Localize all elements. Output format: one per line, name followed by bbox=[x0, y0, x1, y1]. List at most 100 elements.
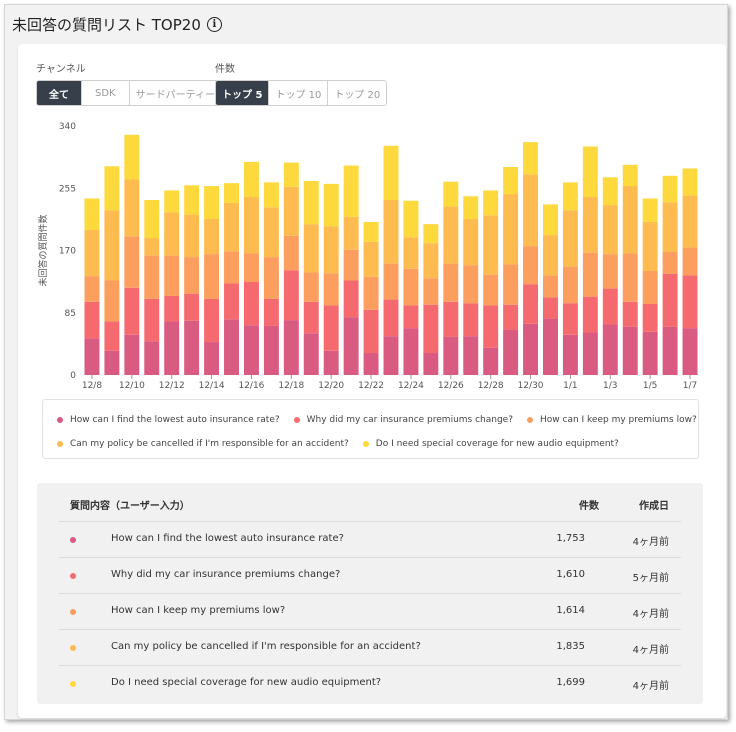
bar-segment bbox=[403, 237, 419, 269]
y-tick-label: 170 bbox=[59, 247, 76, 257]
legend-label: How can I find the lowest auto insurance… bbox=[70, 415, 280, 425]
row-question: Do I need special coverage for new audio… bbox=[111, 677, 382, 688]
bar-segment bbox=[503, 304, 519, 330]
count-option-top5[interactable]: トップ 5 bbox=[216, 81, 269, 105]
legend-swatch bbox=[362, 441, 369, 447]
bar-segment bbox=[323, 350, 339, 375]
row-question: Can my policy be cancelled if I'm respon… bbox=[111, 641, 421, 652]
content-card: チャンネル 全て SDK サードパーティー 件数 トップ 5 トップ 10 トッ… bbox=[18, 44, 726, 718]
row-count: 1,699 bbox=[556, 677, 585, 688]
bar-segment bbox=[263, 182, 279, 208]
bar-segment bbox=[283, 270, 299, 321]
table-row[interactable]: Why did my car insurance premiums change… bbox=[59, 557, 681, 593]
bar-segment bbox=[463, 219, 479, 266]
bar-segment bbox=[224, 283, 239, 320]
y-tick-label: 0 bbox=[70, 371, 76, 381]
dashboard-panel: 未回答の質問リスト TOP20 i チャンネル 全て SDK サードパーティー … bbox=[4, 4, 728, 720]
bar-segment bbox=[263, 325, 279, 375]
y-tick-label: 255 bbox=[59, 184, 76, 194]
info-icon[interactable]: i bbox=[206, 17, 222, 32]
table-row[interactable]: How can I find the lowest auto insurance… bbox=[59, 521, 681, 557]
channel-option-third-party[interactable]: サードパーティー bbox=[128, 81, 222, 105]
page-title-bar: 未回答の質問リスト TOP20 i bbox=[12, 14, 222, 35]
bar-segment bbox=[483, 347, 499, 375]
bar-segment bbox=[303, 333, 319, 375]
bar-segment bbox=[283, 186, 299, 236]
legend-item[interactable]: Do I need special coverage for new audio… bbox=[362, 439, 619, 449]
bar-segment bbox=[503, 264, 519, 305]
bar-segment bbox=[303, 180, 319, 225]
count-segmented-control: トップ 5 トップ 10 トップ 20 bbox=[215, 80, 388, 106]
x-tick-label: 12/16 bbox=[238, 381, 264, 391]
legend-row: Can my policy be cancelled if I'm respon… bbox=[57, 432, 684, 456]
row-count: 1,614 bbox=[556, 605, 585, 616]
bar-segment bbox=[602, 177, 618, 206]
bar-segment bbox=[343, 165, 359, 217]
bar-segment bbox=[403, 305, 419, 329]
bar-segment bbox=[682, 168, 698, 196]
legend-item[interactable]: Can my policy be cancelled if I'm respon… bbox=[57, 439, 349, 449]
bar-segment bbox=[283, 235, 299, 271]
bar-segment bbox=[184, 320, 200, 375]
legend-item[interactable]: How can I keep my premiums low? bbox=[527, 415, 697, 425]
row-question: Why did my car insurance premiums change… bbox=[111, 569, 341, 580]
bar-segment bbox=[363, 241, 379, 277]
legend-item[interactable]: Why did my car insurance premiums change… bbox=[293, 415, 513, 425]
row-question: How can I keep my premiums low? bbox=[111, 605, 286, 616]
bar-segment bbox=[602, 254, 618, 289]
legend-item[interactable]: How can I find the lowest auto insurance… bbox=[57, 415, 280, 425]
bar-segment bbox=[463, 265, 479, 304]
y-tick-label: 340 bbox=[59, 122, 76, 132]
x-tick-label: 12/8 bbox=[82, 381, 102, 391]
bar-segment bbox=[383, 145, 399, 200]
bar-segment bbox=[423, 304, 439, 354]
y-tick-label: 85 bbox=[65, 309, 76, 319]
bar-segment bbox=[443, 336, 459, 375]
bar-segment bbox=[383, 263, 399, 300]
table-row[interactable]: Can my policy be cancelled if I'm respon… bbox=[59, 629, 681, 665]
bar-segment bbox=[523, 142, 539, 175]
bar-segment bbox=[363, 276, 379, 310]
bar-segment bbox=[184, 185, 200, 215]
bar-segment bbox=[164, 255, 180, 296]
bar-segment bbox=[523, 284, 539, 324]
bar-segment bbox=[164, 212, 180, 256]
x-tick-label: 12/14 bbox=[199, 381, 225, 391]
bar-segment bbox=[383, 336, 399, 375]
bar-segment bbox=[403, 200, 419, 238]
bar-segment bbox=[243, 281, 259, 326]
channel-option-sdk[interactable]: SDK bbox=[81, 81, 129, 105]
bar-segment bbox=[243, 253, 259, 282]
row-question: How can I find the lowest auto insurance… bbox=[111, 533, 344, 544]
bar-segment bbox=[483, 215, 499, 275]
bar-segment bbox=[622, 164, 638, 187]
bar-segment bbox=[124, 236, 140, 288]
row-color-dot bbox=[70, 537, 76, 543]
legend-swatch bbox=[57, 441, 63, 447]
x-tick-label: 1/3 bbox=[603, 381, 617, 391]
bar-segment bbox=[164, 190, 180, 213]
bar-segment bbox=[642, 331, 658, 375]
bar-segment bbox=[144, 238, 160, 256]
bar-segment bbox=[224, 202, 239, 252]
row-color-dot bbox=[70, 609, 76, 615]
bar-segment bbox=[363, 309, 379, 354]
count-option-top20[interactable]: トップ 20 bbox=[327, 81, 387, 105]
header-count: 件数 bbox=[579, 501, 599, 512]
bar-segment bbox=[582, 332, 598, 375]
table-row[interactable]: Do I need special coverage for new audio… bbox=[59, 665, 681, 701]
x-tick-label: 12/28 bbox=[478, 381, 504, 391]
count-option-top10[interactable]: トップ 10 bbox=[268, 81, 328, 105]
bar-segment bbox=[662, 273, 678, 327]
bar-segment bbox=[243, 161, 259, 198]
bar-segment bbox=[682, 195, 698, 248]
x-tick-label: 12/20 bbox=[318, 381, 344, 391]
bar-segment bbox=[104, 350, 120, 375]
row-count: 1,753 bbox=[556, 533, 585, 544]
channel-option-all[interactable]: 全て bbox=[37, 81, 81, 105]
legend-row: How can I find the lowest auto insurance… bbox=[57, 408, 697, 432]
bar-segment bbox=[423, 278, 439, 305]
table-row[interactable]: How can I keep my premiums low? 1,614 4ヶ… bbox=[59, 593, 681, 629]
row-created: 4ヶ月前 bbox=[632, 645, 669, 656]
page-title: 未回答の質問リスト TOP20 bbox=[12, 16, 201, 34]
